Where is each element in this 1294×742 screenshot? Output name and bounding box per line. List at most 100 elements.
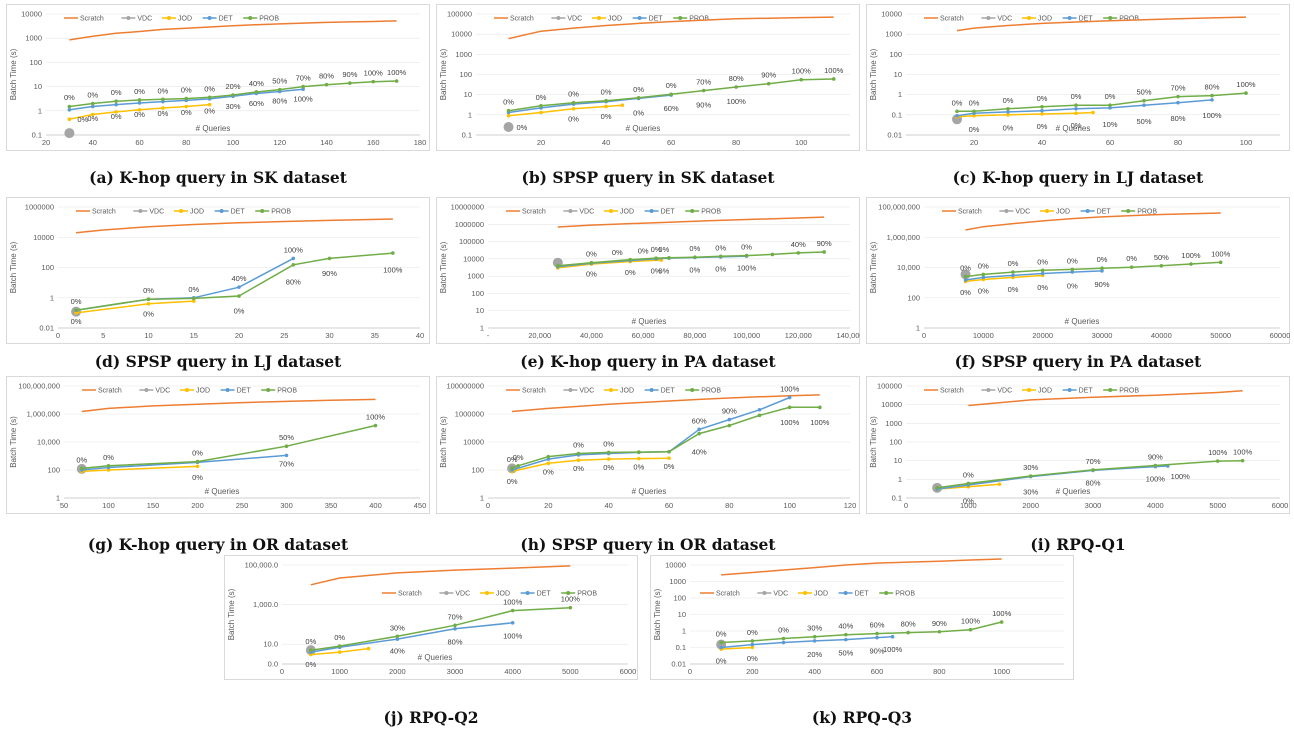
y-tick-label: 1000	[455, 50, 472, 59]
y-tick-label: 100,000,000	[18, 382, 60, 391]
x-axis-title: # Queries	[626, 124, 661, 133]
data-point-prob	[391, 251, 395, 255]
y-tick-label: 1000	[669, 577, 686, 586]
y-tick-label: 10000000	[451, 203, 484, 212]
x-tick-label: 30	[325, 331, 333, 340]
data-point-prob	[516, 463, 520, 468]
data-label: 40%	[390, 647, 405, 656]
data-point-prob	[371, 79, 376, 84]
data-label: 90%	[1148, 453, 1163, 462]
svg-text:PROB: PROB	[271, 209, 291, 216]
data-label: 70%	[696, 78, 711, 87]
legend-item-jod: JOD	[1040, 209, 1070, 216]
chart-frame	[436, 376, 860, 514]
svg-text:PROB: PROB	[577, 591, 597, 598]
legend-item-scratch: Scratch	[382, 591, 422, 598]
data-label: 0%	[689, 244, 700, 253]
data-label: 0%	[638, 247, 649, 256]
legend-item-jod: JOD	[1022, 16, 1052, 23]
chart-caption-c: (c) K-hop query in LJ dataset	[952, 168, 1204, 187]
data-point-det	[395, 637, 400, 641]
data-point-prob	[667, 449, 671, 454]
data-label: 40%	[249, 79, 264, 88]
data-label: 0%	[1105, 92, 1116, 101]
legend-item-scratch: Scratch	[924, 16, 964, 23]
data-label: 0%	[1097, 255, 1108, 264]
data-label: 0%	[87, 114, 98, 123]
x-tick-label: 350	[325, 501, 338, 510]
data-label: 100%	[824, 66, 844, 75]
svg-text:VDC: VDC	[579, 209, 594, 216]
x-tick-label: 20	[970, 138, 978, 147]
y-tick-label: 1000	[885, 419, 902, 428]
data-point-prob	[628, 257, 633, 262]
data-point-prob	[787, 405, 792, 410]
legend-item-det: DET	[1062, 16, 1093, 23]
data-label: 80%	[272, 97, 287, 106]
data-label: 0%	[969, 98, 980, 107]
svg-text:DET: DET	[855, 591, 870, 598]
x-tick-label: 120	[844, 501, 857, 510]
y-tick-label: 1	[682, 627, 686, 636]
x-tick-label: 5	[101, 331, 105, 340]
data-label: 0%	[134, 87, 145, 96]
svg-text:Scratch: Scratch	[98, 388, 122, 395]
data-label: 100%	[1146, 474, 1166, 483]
x-tick-label: 100	[227, 138, 240, 147]
data-label: 0%	[1008, 285, 1019, 294]
legend-item-det: DET	[202, 16, 233, 23]
x-tick-label: 80	[1174, 138, 1182, 147]
data-label: 100%	[294, 95, 314, 104]
x-tick-label: 5000	[1209, 501, 1226, 510]
data-label: 30%	[807, 624, 822, 633]
data-label: 100%	[780, 418, 800, 427]
data-point-jod	[1006, 113, 1010, 117]
data-point-det	[963, 278, 968, 282]
y-tick-label: 0.01	[887, 131, 902, 140]
data-label: 100%	[792, 67, 812, 76]
series-line-scratch	[76, 218, 393, 234]
data-label: 100%	[883, 645, 903, 654]
data-label: 0%	[778, 626, 789, 635]
legend-item-scratch: Scratch	[700, 591, 740, 598]
data-label: 0%	[741, 243, 752, 252]
data-label: 0%	[601, 112, 612, 121]
svg-text:VDC: VDC	[455, 591, 470, 598]
y-axis-title: Batch Time (s)	[227, 588, 236, 640]
y-tick-label: 1	[480, 324, 484, 333]
x-tick-label: 1000	[960, 501, 977, 510]
data-point-jod	[309, 652, 313, 657]
data-point-det	[787, 395, 792, 400]
data-label: 0%	[1008, 259, 1019, 268]
y-tick-label: 1	[50, 293, 54, 302]
data-point-prob	[576, 451, 581, 456]
x-axis-title: # Queries	[1056, 124, 1091, 133]
data-point-prob	[1028, 474, 1033, 478]
legend-item-scratch: Scratch	[942, 209, 982, 216]
data-label: 80%	[901, 620, 916, 629]
data-label: 0%	[204, 107, 215, 116]
data-label: 60%	[249, 99, 264, 108]
legend-item-vdc: VDC	[563, 388, 594, 395]
y-tick-label: 0.01	[671, 660, 686, 669]
x-tick-label: 20	[235, 331, 243, 340]
data-label: 0%	[143, 286, 154, 295]
legend-item-vdc: VDC	[999, 209, 1030, 216]
x-tick-label: 160	[367, 138, 380, 147]
data-label: 0%	[952, 98, 963, 107]
data-point-jod	[571, 106, 576, 111]
data-point-prob	[822, 250, 826, 254]
data-point-prob	[667, 256, 671, 260]
data-label: 0%	[651, 245, 662, 254]
x-tick-label: 0	[280, 667, 284, 676]
legend-item-det: DET	[1062, 388, 1093, 395]
data-point-prob	[693, 255, 697, 259]
data-point-prob	[719, 640, 723, 645]
y-tick-label: 100000	[459, 237, 484, 246]
data-label: 0%	[77, 115, 88, 124]
data-point-det	[981, 275, 986, 280]
data-label: 100%	[561, 595, 581, 604]
svg-text:Scratch: Scratch	[522, 388, 546, 395]
legend-item-vdc: VDC	[981, 16, 1012, 23]
data-point-prob	[161, 97, 165, 102]
